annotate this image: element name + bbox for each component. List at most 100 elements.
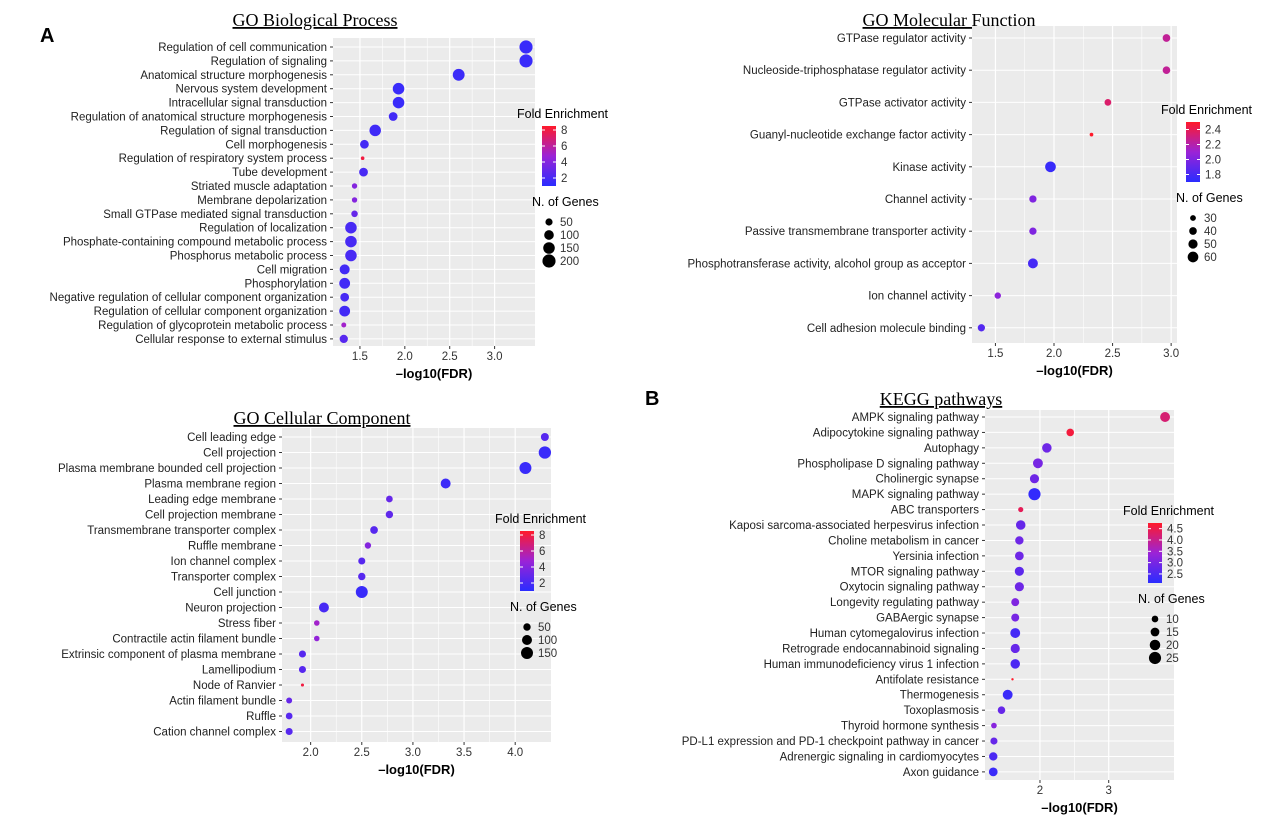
chart-title: GO Biological Process xyxy=(233,10,398,30)
data-point xyxy=(990,737,998,745)
data-point xyxy=(340,292,350,302)
category-label: Oxytocin signaling pathway xyxy=(840,582,980,594)
category-label: Small GTPase mediated signal transductio… xyxy=(103,209,327,221)
data-point xyxy=(339,277,351,289)
category-label: Ruffle membrane xyxy=(188,541,276,553)
category-label: Phosphorus metabolic process xyxy=(170,251,327,263)
category-label: Cell junction xyxy=(213,587,276,599)
category-label: Ion channel complex xyxy=(171,556,277,568)
category-label: Transporter complex xyxy=(171,572,276,584)
size-legend-dot xyxy=(544,230,554,240)
data-point xyxy=(1027,258,1038,269)
data-point xyxy=(386,495,393,503)
data-point xyxy=(370,526,378,534)
chart-go-cellular-component: GO Cellular Component Cell leading edge Ce… xyxy=(58,408,587,777)
category-label: Choline metabolism in cancer xyxy=(828,535,979,547)
x-axis-label: –log10(FDR) xyxy=(396,366,473,381)
size-legend-label: 50 xyxy=(560,217,573,229)
category-label: Plasma membrane bounded cell projection xyxy=(58,463,276,475)
color-bar-label: 2 xyxy=(561,173,567,185)
color-bar xyxy=(520,531,534,591)
category-label: Cell projection membrane xyxy=(145,510,276,522)
category-label: Intracellular signal transduction xyxy=(168,98,327,110)
color-bar-label: 3.5 xyxy=(1167,546,1183,558)
data-point xyxy=(1032,458,1043,469)
category-label: Negative regulation of cellular componen… xyxy=(50,292,327,304)
category-label: Tube development xyxy=(232,167,328,179)
data-point xyxy=(313,620,320,626)
color-bar-label: 2 xyxy=(539,578,545,590)
data-point xyxy=(1010,628,1021,638)
x-tick-label: 3.5 xyxy=(456,747,472,759)
color-bar xyxy=(1148,523,1162,583)
x-tick-label: 2.0 xyxy=(303,747,319,759)
category-label: Channel activity xyxy=(885,194,966,206)
data-point xyxy=(994,292,1001,299)
x-tick-label: 2.5 xyxy=(354,747,370,759)
data-point xyxy=(392,96,405,109)
category-label: Lamellipodium xyxy=(202,665,276,677)
category-label: Regulation of cell communication xyxy=(158,42,327,54)
category-label: Phospholipase D signaling pathway xyxy=(797,458,979,470)
size-legend-label: 50 xyxy=(538,622,551,634)
color-bar-label: 6 xyxy=(539,546,545,558)
x-axis-label: –log10(FDR) xyxy=(1041,800,1118,815)
x-tick-label: 1.5 xyxy=(987,348,1003,360)
data-point xyxy=(345,249,357,262)
category-label: Adrenergic signaling in cardiomyocytes xyxy=(780,751,980,763)
data-point xyxy=(298,665,306,674)
size-legend-dot xyxy=(542,254,556,268)
category-label: Nucleoside-triphosphatase regulator acti… xyxy=(743,65,966,77)
color-bar-label: 4 xyxy=(539,562,546,574)
color-bar-label: 4.0 xyxy=(1167,535,1183,547)
category-label: Antifolate resistance xyxy=(875,674,979,686)
data-point xyxy=(1162,34,1171,42)
category-label: Cellular response to external stimulus xyxy=(135,334,327,346)
data-point xyxy=(519,40,533,54)
size-legend-label: 60 xyxy=(1204,252,1217,264)
size-legend-label: 25 xyxy=(1166,653,1179,665)
plot-panel xyxy=(333,38,535,346)
category-label: AMPK signaling pathway xyxy=(852,412,979,424)
color-bar-label: 8 xyxy=(561,125,567,137)
data-point xyxy=(285,727,293,736)
size-legend-dot xyxy=(543,242,555,254)
data-point xyxy=(1014,551,1024,561)
data-point xyxy=(358,572,366,581)
category-label: Regulation of glycoprotein metabolic pro… xyxy=(98,320,327,332)
data-point xyxy=(1015,536,1024,545)
data-point xyxy=(540,433,549,441)
data-point xyxy=(351,183,358,189)
panel-label-a: A xyxy=(40,25,54,47)
data-point xyxy=(313,635,320,642)
data-point xyxy=(286,697,293,704)
x-tick-label: 2.5 xyxy=(1105,348,1121,360)
category-label: Cholinergic synapse xyxy=(875,474,979,486)
category-label: Cell migration xyxy=(257,264,327,276)
legend-fold-enrichment: Fold Enrichment 1.8 2.0 2.2 2.4 xyxy=(1161,103,1253,182)
category-label: Node of Ranvier xyxy=(193,680,276,692)
color-bar xyxy=(1186,122,1200,182)
data-point xyxy=(1089,132,1094,137)
category-label: Actin filament bundle xyxy=(169,696,276,708)
category-label: GABAergic synapse xyxy=(876,613,979,625)
x-tick-label: 3 xyxy=(1106,785,1112,797)
category-label: Anatomical structure morphogenesis xyxy=(140,70,327,82)
chart-title: GO Molecular Function xyxy=(863,10,1036,30)
data-point xyxy=(1011,598,1020,607)
data-point xyxy=(351,210,358,218)
data-point xyxy=(991,722,997,729)
category-label: Kaposi sarcoma-associated herpesvirus in… xyxy=(729,520,979,532)
category-label: Regulation of signaling xyxy=(211,56,327,68)
data-point xyxy=(1029,227,1037,235)
data-point xyxy=(318,602,329,613)
data-point xyxy=(452,68,465,81)
category-label: MTOR signaling pathway xyxy=(851,566,980,578)
category-label: Retrograde endocannabinoid signaling xyxy=(782,643,979,655)
plot-panel xyxy=(985,410,1174,780)
data-point xyxy=(1011,613,1020,622)
data-point xyxy=(300,683,305,687)
